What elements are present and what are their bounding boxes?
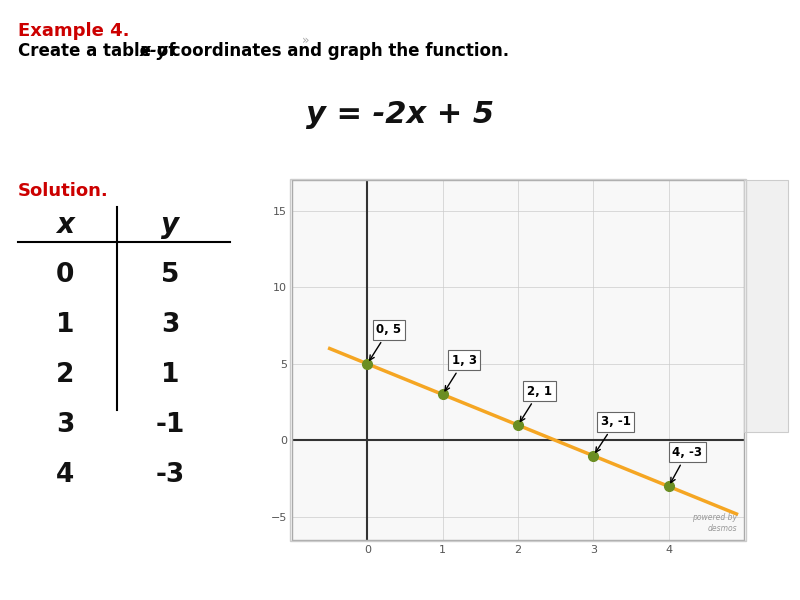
Text: Create a table of: Create a table of [18, 42, 182, 60]
Text: 3: 3 [161, 312, 179, 338]
Text: -3: -3 [155, 462, 185, 488]
Text: 4: 4 [56, 462, 74, 488]
Text: coordinates and graph the function.: coordinates and graph the function. [165, 42, 509, 60]
Text: x-y: x-y [140, 42, 169, 60]
Text: 1: 1 [161, 362, 179, 388]
Text: Solution.: Solution. [18, 182, 109, 200]
Text: ⌂: ⌂ [761, 356, 771, 371]
Text: 2: 2 [56, 362, 74, 388]
Text: y: y [161, 211, 179, 239]
Text: Example 4.: Example 4. [18, 22, 130, 40]
Text: y = -2x + 5: y = -2x + 5 [306, 100, 494, 129]
Text: 5: 5 [161, 262, 179, 288]
Text: +: + [758, 256, 774, 274]
Text: ✦: ✦ [760, 200, 772, 214]
Text: »: » [302, 34, 310, 47]
Text: 1: 1 [56, 312, 74, 338]
Text: x: x [56, 211, 74, 239]
Text: 3, -1: 3, -1 [596, 415, 630, 452]
Text: 3: 3 [56, 412, 74, 438]
Text: 0, 5: 0, 5 [370, 323, 402, 360]
Text: −: − [758, 306, 774, 324]
Text: 0: 0 [56, 262, 74, 288]
Text: 1, 3: 1, 3 [445, 354, 477, 391]
Text: 2, 1: 2, 1 [520, 385, 552, 421]
Text: 4, -3: 4, -3 [670, 446, 702, 482]
Text: powered by
desmos: powered by desmos [692, 514, 738, 533]
Text: -1: -1 [155, 412, 185, 438]
